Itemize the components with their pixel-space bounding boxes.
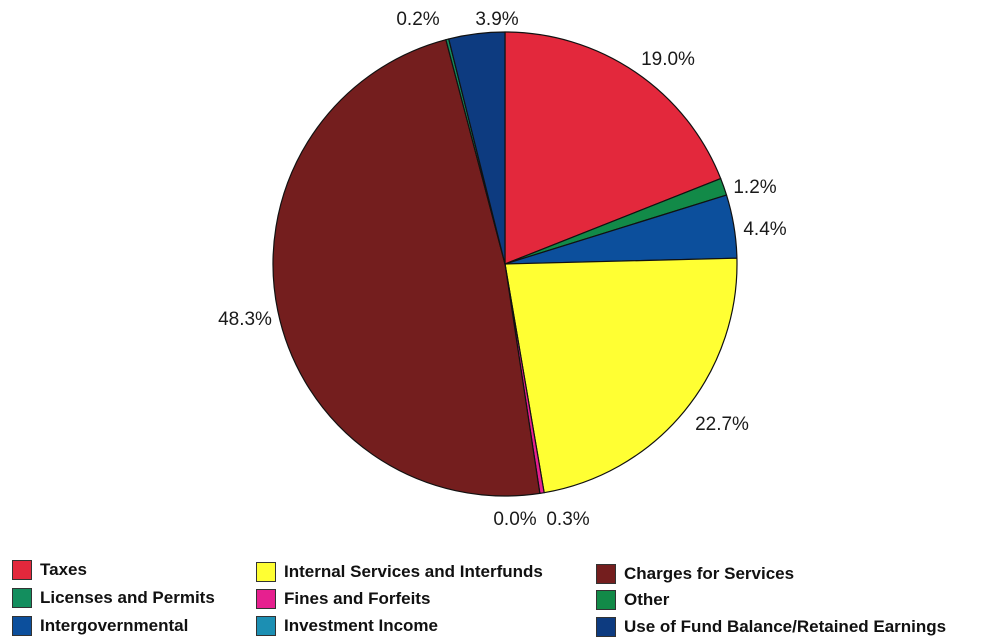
legend-label: Charges for Services	[624, 564, 795, 583]
legend-item-licenses-and-permits: Licenses and Permits	[12, 586, 215, 610]
legend-swatch	[256, 562, 276, 582]
legend-item-other: Other	[596, 588, 669, 612]
pie-slice-taxes	[504, 31, 722, 265]
legend-swatch	[12, 616, 32, 636]
legend-item-use-of-fund-balance: Use of Fund Balance/Retained Earnings	[596, 615, 946, 639]
pie-slice-charges-for-services	[272, 39, 541, 497]
legend-swatch	[256, 589, 276, 609]
legend-label: Taxes	[40, 560, 87, 579]
pie-label-fines-and-forfeits: 0.3%	[546, 509, 589, 530]
legend-label: Use of Fund Balance/Retained Earnings	[624, 617, 947, 636]
legend-label: Fines and Forfeits	[284, 589, 431, 608]
legend-label: Other	[624, 590, 670, 609]
pie-label-investment-income: 0.0%	[493, 509, 536, 530]
legend-item-internal-services: Internal Services and Interfunds	[256, 560, 543, 584]
legend-label: Investment Income	[284, 616, 438, 635]
pie-percent-labels: 19.0% 1.2% 4.4% 22.7% 0.3% 0.0% 48.3% 0.2% 3.9%	[218, 9, 787, 530]
pie-label-internal-services-and-interfunds: 22.7%	[695, 414, 749, 435]
legend-item-fines-and-forfeits: Fines and Forfeits	[256, 587, 430, 611]
legend-swatch	[12, 560, 32, 580]
legend-item-intergovernmental: Intergovernmental	[12, 614, 188, 638]
legend-item-taxes: Taxes	[12, 558, 87, 582]
pie-slice-use-of-fund-balance-retained-earnings	[448, 31, 506, 265]
pie-label-other: 1.2%	[733, 177, 776, 198]
pie-label-charges-for-services: 48.3%	[218, 309, 272, 330]
chart-legend: Taxes Licenses and Permits Intergovernme…	[8, 558, 998, 644]
pie-slice-internal-services-and-interfunds	[504, 257, 738, 494]
pie-label-licenses-and-permits: 0.2%	[396, 9, 439, 30]
legend-swatch	[596, 617, 616, 637]
pie-label-intergovernmental: 4.4%	[743, 219, 786, 240]
legend-label: Internal Services and Interfunds	[284, 562, 543, 581]
pie-label-use-of-fund-balance-retained-earnings: 3.9%	[475, 9, 518, 30]
pie-chart: 19.0% 1.2% 4.4% 22.7% 0.3% 0.0% 48.3% 0.2% 3.9%	[218, 9, 787, 530]
legend-item-charges-for-services: Charges for Services	[596, 562, 794, 586]
legend-label: Licenses and Permits	[40, 588, 215, 607]
pie-label-taxes: 19.0%	[641, 49, 695, 70]
legend-label: Intergovernmental	[40, 616, 189, 635]
legend-swatch	[596, 564, 616, 584]
legend-swatch	[596, 590, 616, 610]
pie-slices	[272, 31, 738, 497]
legend-swatch	[256, 616, 276, 636]
legend-swatch	[12, 588, 32, 608]
legend-item-investment-income: Investment Income	[256, 614, 438, 638]
